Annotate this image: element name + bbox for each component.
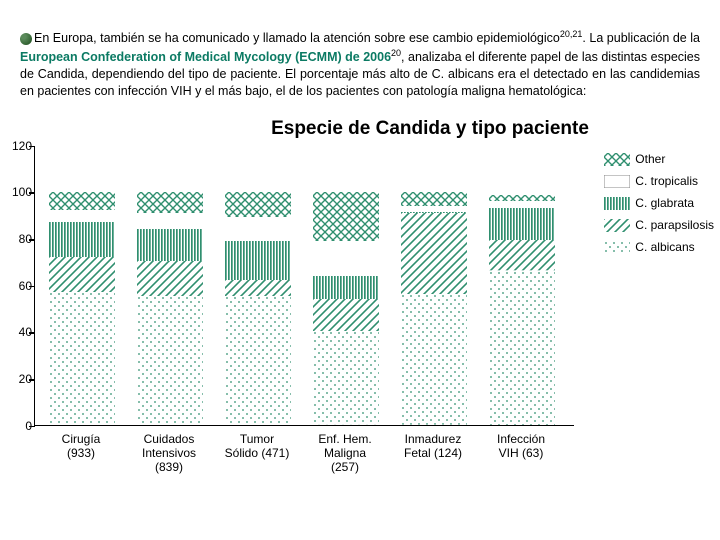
chart: 020406080100120 Cirugía(933)CuidadosInte… [0,146,720,486]
legend-swatch [603,218,629,231]
legend-label: C. glabrata [635,196,694,210]
bar-segment-other [489,192,555,201]
bar-segment-other [313,192,379,241]
bar-segment-glabrata [137,229,203,262]
bar-column [225,192,291,425]
bar-segment-glabrata [313,276,379,299]
ecmm-link: European Confederation of Medical Mycolo… [20,50,391,64]
bar-column [313,192,379,425]
legend-row-tropicalis: C. tropicalis [603,174,714,188]
bar-segment-parapsilosis [401,213,467,295]
bar-segment-tropicalis [489,201,555,208]
legend-label: Other [635,152,665,166]
bar-segment-albicans [489,271,555,425]
legend-swatch [603,240,629,253]
para-pre: En Europa, también se ha comunicado y ll… [34,31,560,45]
bar-column [49,192,115,425]
bar-segment-other [49,192,115,211]
legend-label: C. tropicalis [635,174,698,188]
x-tick-label: InfecciónVIH (63) [497,432,545,460]
legend: Other C. tropicalis C. glabrata C. parapsil… [603,152,714,262]
bar-segment-tropicalis [313,241,379,276]
x-tick-label: TumorSólido (471) [225,432,290,460]
bar-segment-albicans [313,331,379,424]
chart-title: Especie de Candida y tipo paciente [140,118,720,140]
bar-segment-parapsilosis [313,299,379,332]
intro-paragraph: En Europa, también se ha comunicado y ll… [0,0,720,110]
bar-segment-albicans [401,294,467,425]
bar-segment-glabrata [49,222,115,257]
bar-segment-tropicalis [49,210,115,222]
bar-column [401,192,467,425]
x-tick-label: CuidadosIntensivos(839) [142,432,196,474]
bar-segment-glabrata [401,206,467,213]
bar-segment-other [401,192,467,206]
x-tick-label: Enf. Hem.Maligna(257) [318,432,371,474]
legend-row-albicans: C. albicans [603,240,714,254]
plot-area [34,146,574,426]
legend-row-parapsilosis: C. parapsilosis [603,218,714,232]
bar-segment-other [137,192,203,213]
x-axis: Cirugía(933) CuidadosIntensivos(839) Tumor… [34,430,574,480]
legend-label: C. albicans [635,240,694,254]
bar-segment-parapsilosis [225,280,291,296]
citation-2: 20 [391,48,401,58]
bar-segment-glabrata [489,208,555,241]
legend-row-other: Other [603,152,714,166]
bar-segment-glabrata [225,241,291,281]
bar-segment-parapsilosis [489,240,555,270]
para-mid: . La publicación de la [582,31,700,45]
x-tick-label: InmadurezFetal (124) [404,432,462,460]
bar-segment-albicans [225,296,291,424]
bar-segment-albicans [137,296,203,424]
bar-segment-tropicalis [137,213,203,229]
x-tick-label: Cirugía(933) [62,432,101,460]
bar-column [137,192,203,425]
legend-swatch [603,152,629,165]
bar-segment-parapsilosis [137,261,203,296]
legend-swatch [603,196,629,209]
citation-1: 20,21 [560,29,583,39]
bar-segment-albicans [49,292,115,425]
bar-segment-other [225,192,291,218]
bullet-icon [20,33,32,45]
legend-row-glabrata: C. glabrata [603,196,714,210]
bar-segment-parapsilosis [49,257,115,292]
legend-label: C. parapsilosis [635,218,714,232]
legend-swatch [603,174,629,187]
bar-segment-tropicalis [225,217,291,240]
bar-column [489,192,555,425]
